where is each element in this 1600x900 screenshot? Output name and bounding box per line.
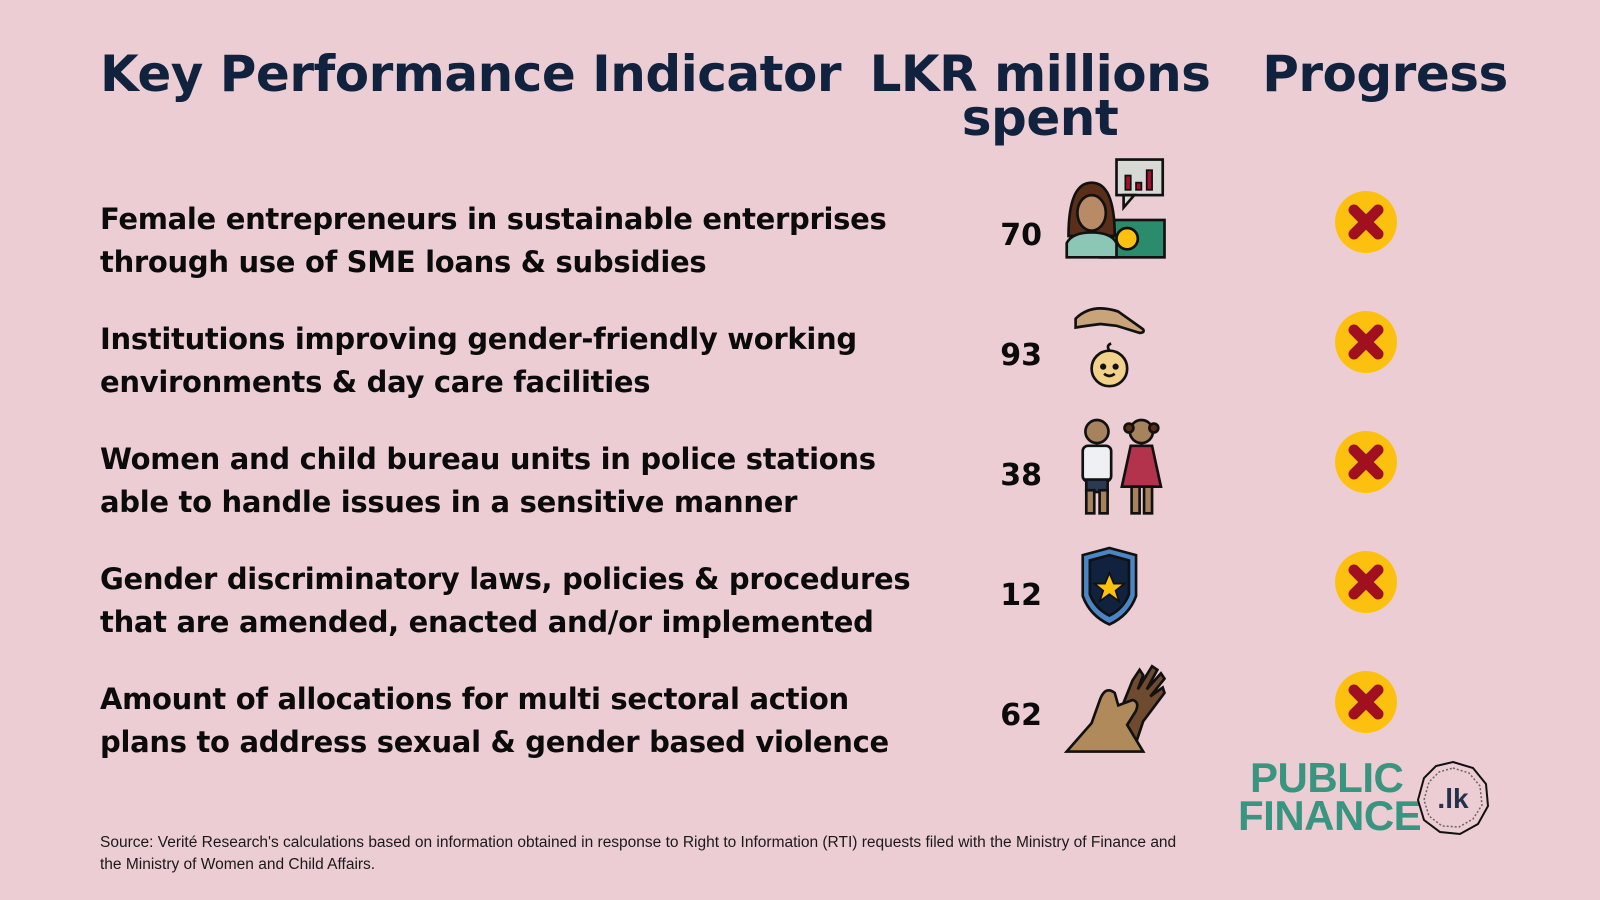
boy-girl-children-icon (1081, 418, 1163, 515)
kpi-label: Gender discriminatory laws, policies & p… (100, 558, 940, 644)
spent-value: 93 (1000, 338, 1042, 373)
kpi-line: plans to address sexual & gender based v… (100, 725, 889, 759)
spent-value: 38 (1000, 458, 1042, 493)
not-achieved-x-icon (1334, 190, 1398, 254)
kpi-line: Amount of allocations for multi sectoral… (100, 682, 849, 716)
hand-protecting-baby-icon (1074, 307, 1145, 388)
kpi-line: Institutions improving gender-friendly w… (100, 322, 857, 356)
spent-value: 62 (1000, 698, 1042, 733)
kpi-line: environments & day care facilities (100, 365, 651, 399)
helping-hands-icon (1063, 664, 1167, 753)
kpi-line: Gender discriminatory laws, policies & p… (100, 562, 911, 596)
not-achieved-x-icon (1334, 670, 1398, 734)
source-note: Source: Verité Research's calculations b… (100, 834, 1177, 873)
police-badge-icon (1081, 546, 1138, 626)
not-achieved-x-icon (1334, 550, 1398, 614)
kpi-line: able to handle issues in a sensitive man… (100, 485, 798, 519)
spent-value: 70 (1000, 218, 1042, 253)
kpi-row: Amount of allocations for multi sectoral… (0, 664, 1600, 798)
header-kpi: Key Performance Indicator (100, 45, 842, 103)
kpi-label: Institutions improving gender-friendly w… (100, 318, 940, 404)
svg-text:.lk: .lk (1437, 783, 1469, 814)
kpi-line: through use of SME loans & subsidies (100, 245, 707, 279)
kpi-line: that are amended, enacted and/or impleme… (100, 605, 874, 639)
not-achieved-x-icon (1334, 310, 1398, 374)
logo-line1: PUBLIC (1250, 754, 1404, 801)
kpi-label: Women and child bureau units in police s… (100, 438, 940, 524)
header-spent: LKR millions spent (869, 45, 1211, 147)
kpi-label: Female entrepreneurs in sustainable ente… (100, 198, 940, 284)
spent-value: 12 (1000, 578, 1042, 613)
kpi-row: Gender discriminatory laws, policies & p… (0, 546, 1600, 678)
businesswoman-money-icon (1065, 158, 1166, 259)
publicfinance-logo: PUBLIC FINANCE .lk (1238, 754, 1508, 848)
kpi-label: Amount of allocations for multi sectoral… (100, 678, 940, 764)
kpi-row: Women and child bureau units in police s… (0, 418, 1600, 558)
kpi-line: Women and child bureau units in police s… (100, 442, 876, 476)
logo-line2: FINANCE (1238, 792, 1422, 839)
lk-badge-icon: .lk (1416, 760, 1490, 836)
kpi-row: Female entrepreneurs in sustainable ente… (0, 158, 1600, 318)
kpi-row: Institutions improving gender-friendly w… (0, 307, 1600, 438)
kpi-line: Female entrepreneurs in sustainable ente… (100, 202, 887, 236)
not-achieved-x-icon (1334, 430, 1398, 494)
header-progress: Progress (1262, 45, 1508, 103)
